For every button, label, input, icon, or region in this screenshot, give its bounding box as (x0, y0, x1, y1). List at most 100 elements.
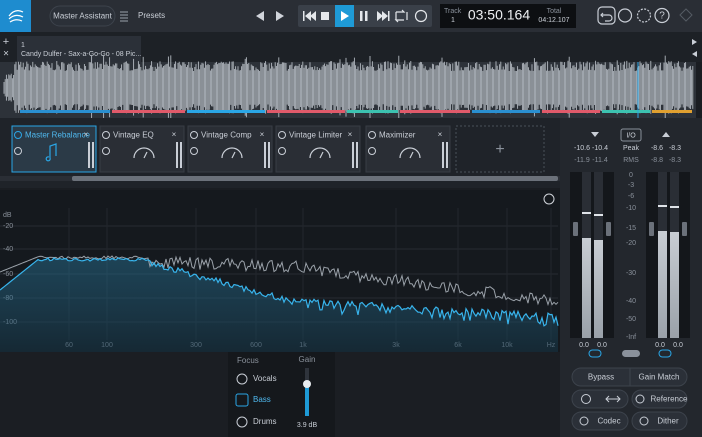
module-solo[interactable] (368, 147, 376, 155)
gain-slider-knob[interactable] (303, 380, 311, 388)
io-box[interactable] (620, 128, 642, 142)
focus-option-icon[interactable] (235, 393, 249, 407)
swap-button[interactable] (605, 395, 621, 403)
spectrum-settings[interactable] (543, 193, 555, 205)
input-collapse[interactable] (591, 132, 599, 137)
module-solo[interactable] (278, 147, 286, 155)
reference-button[interactable]: Reference (651, 395, 688, 404)
master-assistant-button[interactable] (49, 5, 116, 27)
meter-bar-level (582, 238, 591, 338)
meter-fader[interactable] (682, 222, 687, 236)
compare-button[interactable] (581, 394, 591, 404)
preset-prev[interactable] (256, 11, 264, 21)
meter-peak-hold (658, 205, 667, 207)
dither-button[interactable]: Dither (657, 417, 679, 426)
meter-track (646, 172, 690, 338)
presets-icon[interactable] (120, 11, 128, 22)
focus-option[interactable]: Drums (253, 417, 277, 426)
meter-peak-hold (594, 214, 603, 216)
meter-bar-level (594, 240, 603, 338)
io-link[interactable] (622, 350, 640, 357)
help-button[interactable] (654, 7, 670, 24)
add-track[interactable]: + (3, 36, 9, 48)
izotope-icon[interactable] (679, 8, 693, 22)
undo-button[interactable] (597, 6, 616, 25)
scroll-left[interactable] (692, 51, 697, 57)
section-marker (602, 110, 650, 113)
module-solo[interactable] (14, 147, 22, 155)
module-power[interactable] (278, 131, 286, 139)
y-axis-label: -60 (3, 271, 13, 278)
meter-fader[interactable] (606, 222, 611, 236)
module-icon (133, 147, 155, 159)
output-collapse[interactable] (662, 132, 670, 137)
module[interactable] (11, 125, 97, 173)
track-number: 1 (451, 17, 455, 24)
reference-power[interactable] (635, 394, 645, 404)
bypass-button[interactable]: Bypass (588, 373, 614, 382)
meter-track (570, 172, 614, 338)
module[interactable] (99, 125, 185, 173)
meter-readout: -8.6 (651, 145, 663, 152)
codec-power[interactable] (579, 416, 589, 426)
module-close[interactable]: × (84, 130, 89, 139)
meter-fader[interactable] (649, 222, 654, 236)
meter-scale-label: -15 (626, 225, 636, 232)
meter-bar-level (658, 231, 667, 338)
module[interactable] (365, 125, 451, 173)
section-marker (652, 110, 692, 113)
module-close[interactable]: × (438, 130, 443, 139)
dither-power[interactable] (639, 416, 649, 426)
focus-option[interactable]: Vocals (253, 374, 277, 383)
meter-readout: -10.6 (574, 145, 590, 152)
track-tab[interactable] (17, 36, 141, 62)
meter-gain: 0.0 (673, 342, 683, 349)
codec-group (571, 411, 629, 431)
presets-label[interactable]: Presets (138, 11, 165, 20)
input-link[interactable] (588, 349, 602, 358)
codec-button[interactable]: Codec (597, 417, 620, 426)
focus-option-icon[interactable] (236, 416, 248, 428)
module[interactable] (187, 125, 273, 173)
settings-button[interactable] (636, 8, 652, 23)
module-close[interactable]: × (260, 130, 265, 139)
stop-button[interactable] (321, 12, 329, 20)
rewind-button[interactable] (303, 11, 316, 21)
module-close[interactable]: × (172, 130, 177, 139)
preset-next[interactable] (276, 11, 284, 21)
meter-readout: -11.4 (592, 157, 608, 164)
module-meter (176, 142, 178, 168)
output-link[interactable] (658, 349, 672, 358)
module-icon (221, 147, 243, 159)
module-meter (356, 142, 358, 168)
refresh-button[interactable] (414, 9, 428, 23)
module-power[interactable] (190, 131, 198, 139)
module-power[interactable] (368, 131, 376, 139)
rms-label: RMS (623, 157, 639, 164)
module[interactable] (275, 125, 361, 173)
meter-scale-label: 0 (629, 172, 633, 179)
module-power[interactable] (14, 131, 22, 139)
module-solo[interactable] (190, 147, 198, 155)
meter-fader[interactable] (573, 222, 578, 236)
meter-gain: 0.0 (597, 342, 607, 349)
focus-option[interactable]: Bass (253, 395, 271, 404)
chain-scrollbar[interactable] (72, 176, 558, 181)
scroll-right[interactable] (692, 39, 697, 45)
add-module-slot[interactable] (455, 125, 545, 173)
section-marker (267, 110, 345, 113)
meter-scale-label: -10 (626, 205, 636, 212)
module-close[interactable]: × (348, 130, 353, 139)
logo-mark (8, 10, 24, 23)
module-name: Maximizer (379, 131, 416, 140)
gain-match-button[interactable]: Gain Match (639, 373, 680, 382)
module-solo[interactable] (102, 147, 110, 155)
close-track[interactable]: × (3, 49, 9, 60)
focus-option-icon[interactable] (236, 373, 248, 385)
history-button[interactable] (617, 8, 633, 23)
loop-button[interactable] (394, 9, 408, 23)
pause-button[interactable] (360, 11, 368, 21)
module-power[interactable] (102, 131, 110, 139)
forward-button[interactable] (377, 11, 390, 21)
meter-scale-label: -40 (626, 298, 636, 305)
